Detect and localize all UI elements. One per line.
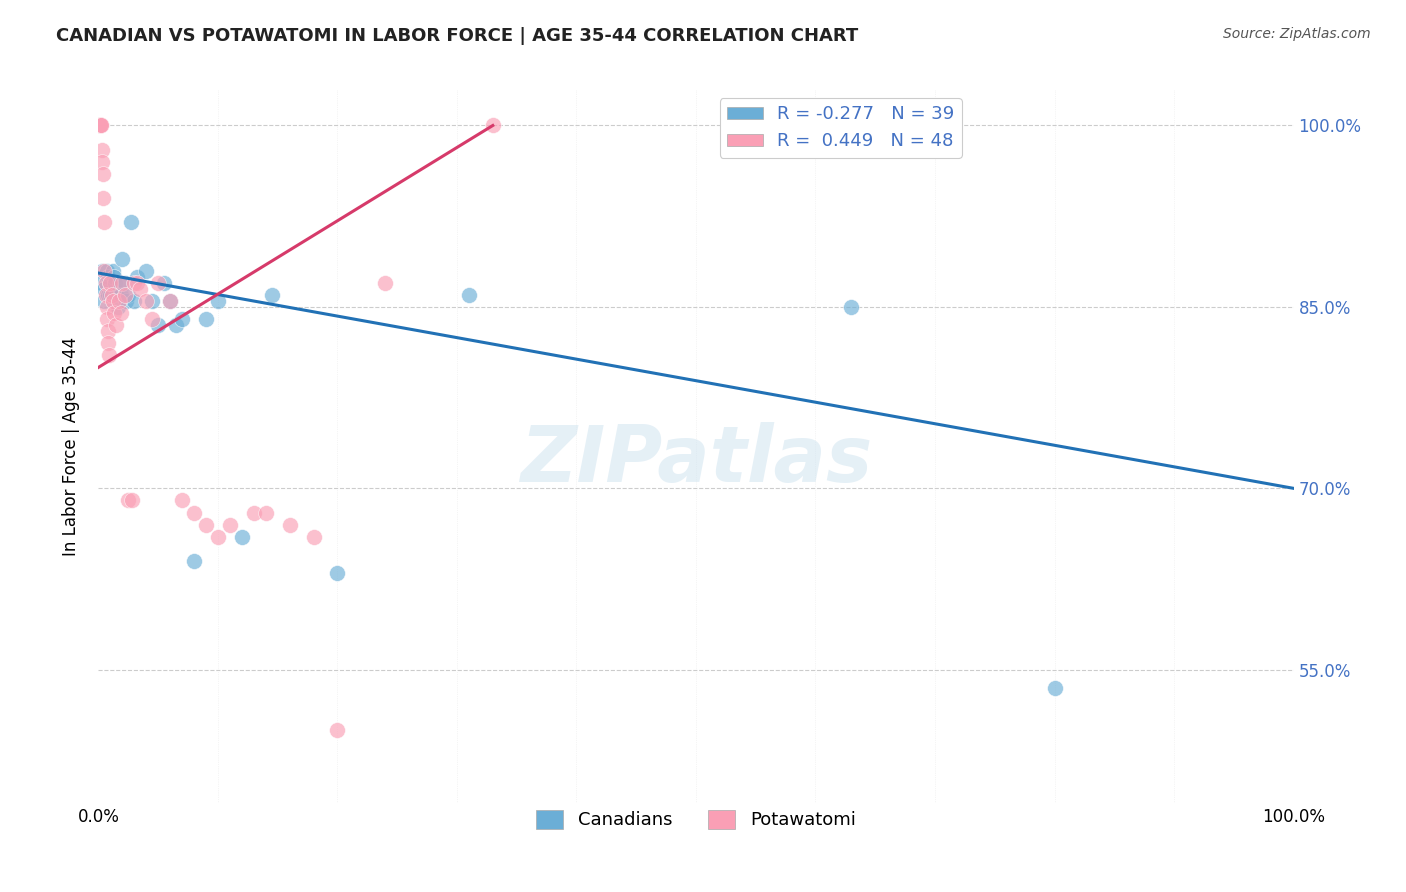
Point bbox=[278, 517, 301, 532]
Point bbox=[97, 288, 120, 302]
Point bbox=[94, 288, 117, 302]
Point bbox=[481, 119, 505, 133]
Point bbox=[104, 276, 127, 290]
Point bbox=[141, 293, 163, 308]
Point bbox=[110, 306, 132, 320]
Point bbox=[195, 517, 218, 532]
Point bbox=[129, 282, 152, 296]
Point bbox=[111, 276, 134, 290]
Point bbox=[114, 276, 136, 290]
Point bbox=[89, 119, 111, 133]
Point bbox=[125, 276, 148, 290]
Point bbox=[91, 263, 114, 277]
Point bbox=[231, 530, 253, 544]
Point bbox=[101, 263, 124, 277]
Point bbox=[94, 276, 117, 290]
Point bbox=[107, 300, 129, 314]
Point bbox=[243, 506, 266, 520]
Point bbox=[97, 336, 120, 351]
Point bbox=[195, 312, 218, 326]
Legend: Canadians, Potawatomi: Canadians, Potawatomi bbox=[529, 803, 863, 837]
Point bbox=[93, 293, 115, 308]
Point bbox=[97, 269, 120, 284]
Point bbox=[183, 506, 205, 520]
Point bbox=[98, 288, 122, 302]
Point bbox=[105, 288, 128, 302]
Point bbox=[93, 282, 115, 296]
Point bbox=[141, 312, 163, 326]
Point bbox=[260, 288, 283, 302]
Point bbox=[90, 119, 112, 133]
Text: Source: ZipAtlas.com: Source: ZipAtlas.com bbox=[1223, 27, 1371, 41]
Point bbox=[96, 312, 118, 326]
Point bbox=[103, 306, 125, 320]
Point bbox=[326, 566, 349, 580]
Point bbox=[111, 252, 134, 266]
Point bbox=[207, 530, 229, 544]
Point bbox=[172, 493, 194, 508]
Point bbox=[91, 191, 114, 205]
Point bbox=[458, 288, 481, 302]
Point bbox=[120, 215, 142, 229]
Point bbox=[98, 276, 122, 290]
Point bbox=[841, 300, 863, 314]
Point bbox=[159, 293, 181, 308]
Point bbox=[374, 276, 396, 290]
Point bbox=[114, 288, 136, 302]
Point bbox=[124, 276, 146, 290]
Point bbox=[105, 318, 128, 332]
Point bbox=[153, 276, 176, 290]
Point bbox=[254, 506, 277, 520]
Point bbox=[110, 288, 132, 302]
Point bbox=[117, 288, 139, 302]
Point bbox=[326, 723, 349, 738]
Point bbox=[172, 312, 194, 326]
Point bbox=[91, 154, 114, 169]
Text: ZIPatlas: ZIPatlas bbox=[520, 422, 872, 499]
Text: CANADIAN VS POTAWATOMI IN LABOR FORCE | AGE 35-44 CORRELATION CHART: CANADIAN VS POTAWATOMI IN LABOR FORCE | … bbox=[56, 27, 859, 45]
Point bbox=[117, 493, 139, 508]
Point bbox=[107, 293, 129, 308]
Point bbox=[100, 288, 122, 302]
Point bbox=[89, 119, 111, 133]
Point bbox=[115, 293, 138, 308]
Point bbox=[165, 318, 187, 332]
Point bbox=[302, 530, 325, 544]
Point bbox=[183, 554, 205, 568]
Point bbox=[89, 119, 111, 133]
Point bbox=[98, 348, 121, 362]
Point bbox=[121, 493, 143, 508]
Point bbox=[125, 269, 148, 284]
Point bbox=[91, 276, 114, 290]
Point bbox=[93, 215, 115, 229]
Point bbox=[159, 293, 181, 308]
Point bbox=[96, 300, 118, 314]
Point bbox=[91, 143, 114, 157]
Point bbox=[103, 269, 125, 284]
Point bbox=[97, 324, 120, 338]
Point bbox=[219, 517, 242, 532]
Point bbox=[148, 318, 170, 332]
Point bbox=[135, 263, 157, 277]
Y-axis label: In Labor Force | Age 35-44: In Labor Force | Age 35-44 bbox=[62, 336, 80, 556]
Point bbox=[108, 276, 131, 290]
Point bbox=[91, 167, 114, 181]
Point bbox=[148, 276, 170, 290]
Point bbox=[98, 276, 122, 290]
Point bbox=[101, 293, 124, 308]
Point bbox=[93, 263, 115, 277]
Point bbox=[207, 293, 229, 308]
Point bbox=[1043, 681, 1066, 695]
Point bbox=[124, 293, 146, 308]
Point bbox=[135, 293, 157, 308]
Point bbox=[96, 263, 118, 277]
Point bbox=[90, 119, 112, 133]
